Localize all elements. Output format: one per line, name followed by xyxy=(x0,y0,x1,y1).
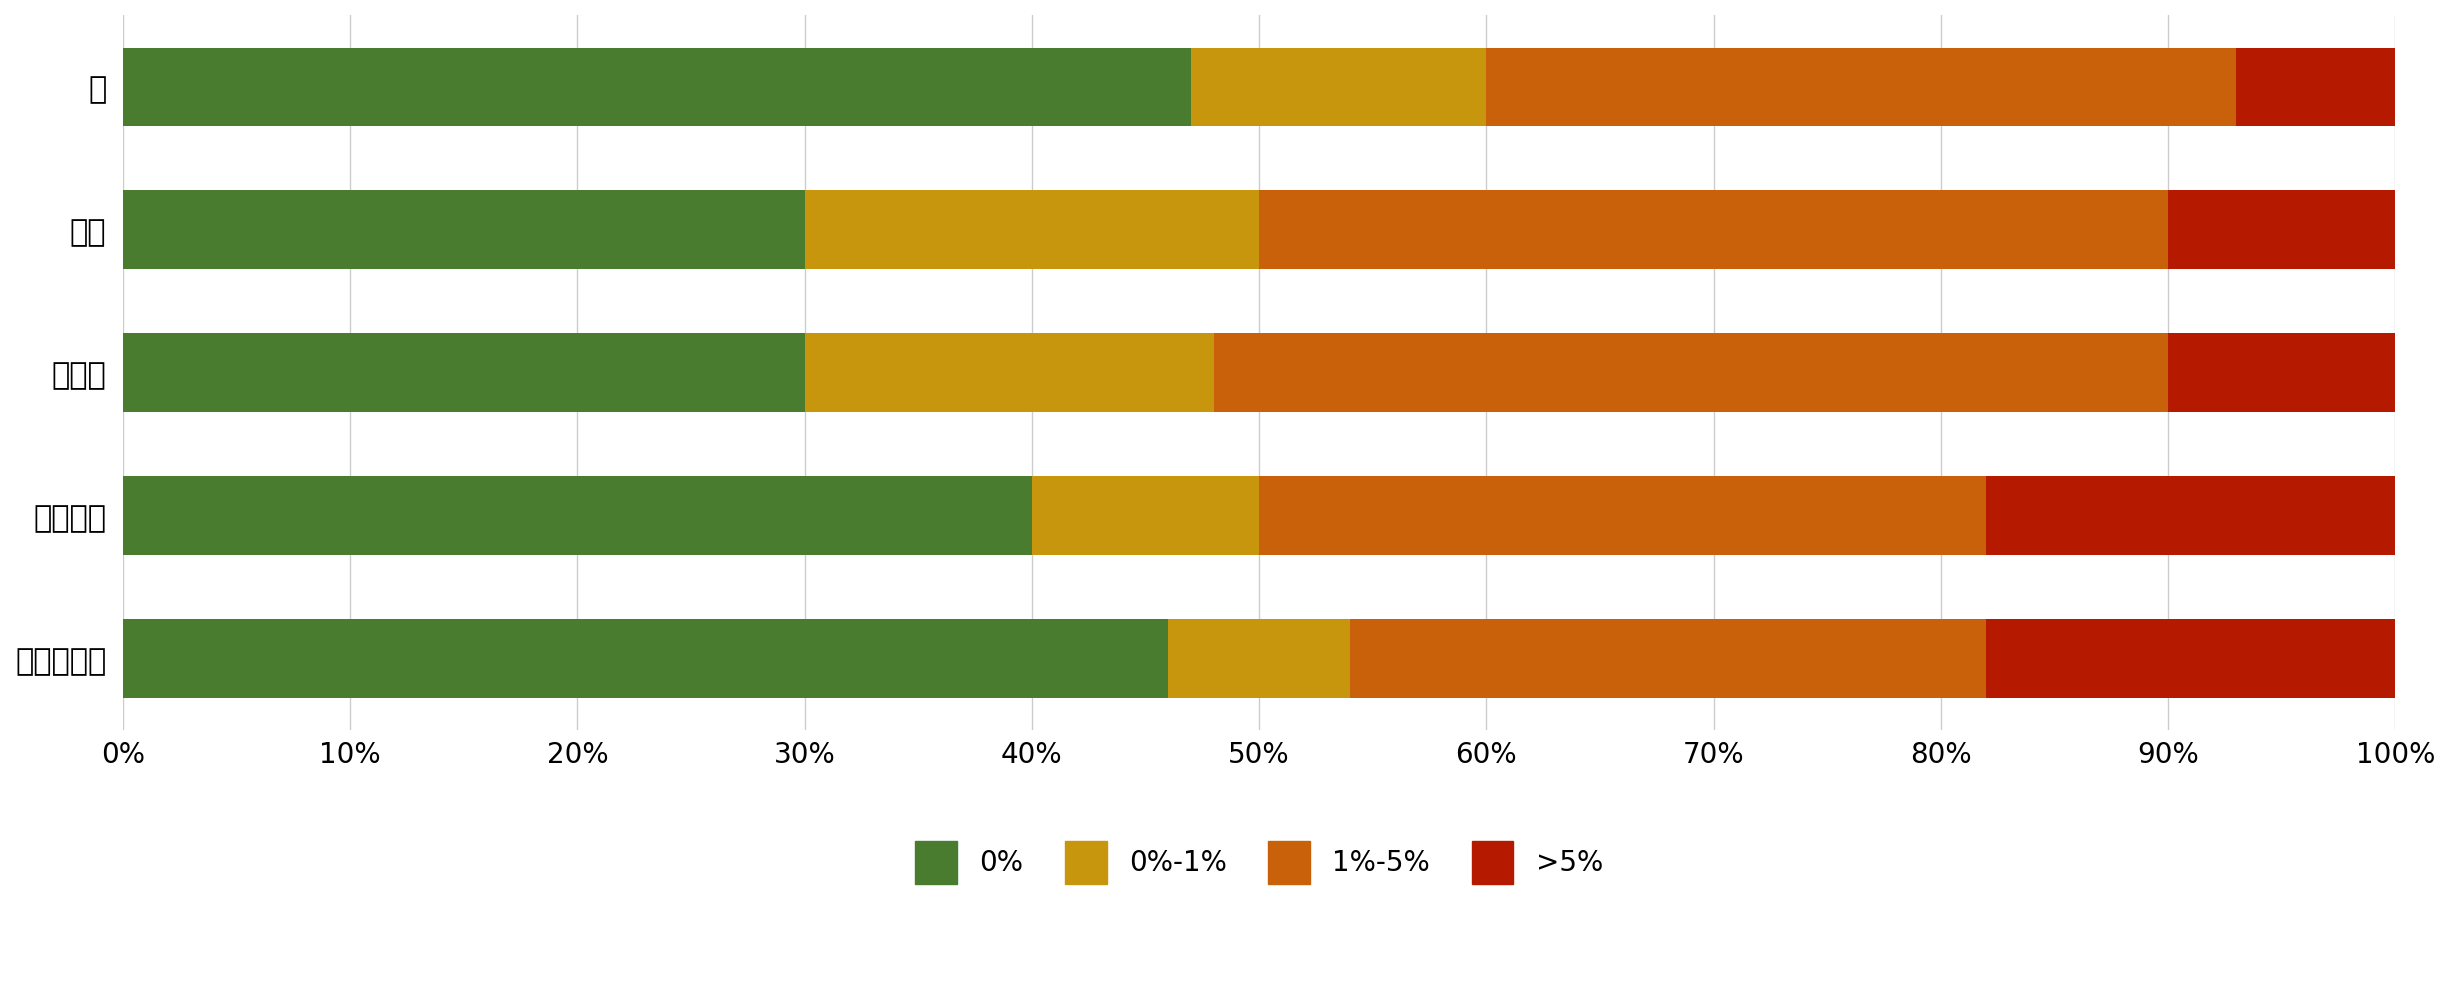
Bar xyxy=(122,48,1191,126)
Legend: 0%, 0%-1%, 1%-5%, >5%: 0%, 0%-1%, 1%-5%, >5% xyxy=(904,830,1615,895)
Bar xyxy=(1487,48,2237,126)
Bar xyxy=(1213,334,2168,412)
Bar xyxy=(1987,620,2396,698)
Bar xyxy=(2168,334,2396,412)
Bar xyxy=(804,334,1213,412)
Bar xyxy=(1259,476,1987,555)
Bar xyxy=(804,190,1259,269)
Bar xyxy=(2237,48,2396,126)
Bar xyxy=(122,334,804,412)
Bar xyxy=(1191,48,1487,126)
Bar xyxy=(1169,620,1350,698)
Bar xyxy=(1350,620,1987,698)
Bar xyxy=(1987,476,2396,555)
Bar xyxy=(1031,476,1259,555)
Bar xyxy=(2168,190,2396,269)
Bar xyxy=(1259,190,2168,269)
Bar xyxy=(122,476,1031,555)
Bar xyxy=(122,190,804,269)
Bar xyxy=(122,620,1169,698)
